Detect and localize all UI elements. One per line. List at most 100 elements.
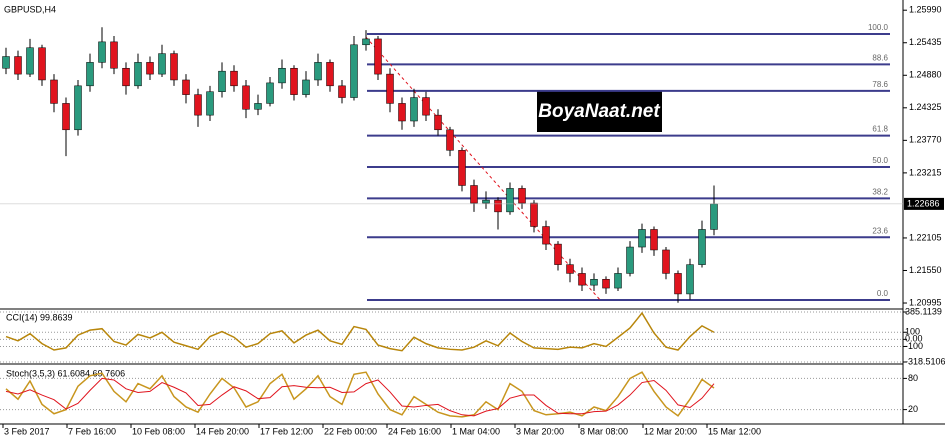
x-tick-label: 22 Feb 00:00 <box>324 426 377 436</box>
candle-body <box>518 188 526 204</box>
candle-body <box>242 85 250 110</box>
candle-body <box>350 44 358 98</box>
candle-body <box>674 273 682 295</box>
y-tick-label: 20 <box>908 404 918 414</box>
fib-label: 0.0 <box>877 289 889 298</box>
cci-title: CCI(14) 99.8639 <box>6 312 73 322</box>
chart-title: GBPUSD,H4 <box>4 4 56 14</box>
candle-body <box>590 279 598 286</box>
y-tick-label: 0.00 <box>905 334 923 344</box>
fib-label: 23.6 <box>872 226 888 235</box>
y-tick-label: 385.1139 <box>905 306 942 316</box>
candle-body <box>278 67 286 84</box>
candle-body <box>482 199 490 204</box>
candle-body <box>686 264 694 295</box>
cci-line <box>5 311 715 352</box>
candle-body <box>434 114 442 131</box>
fib-label: 78.6 <box>872 80 888 89</box>
fib-label: 38.2 <box>872 187 888 196</box>
candle-body <box>530 202 538 227</box>
x-tick-label: 24 Feb 16:00 <box>388 426 441 436</box>
trendline <box>365 36 601 301</box>
fib-label: 100.0 <box>868 23 889 32</box>
y-tick-label: 1.24880 <box>909 70 942 80</box>
candle-body <box>710 203 718 230</box>
candle-body <box>650 229 658 251</box>
candle-body <box>158 53 166 75</box>
x-tick-label: 3 Mar 20:00 <box>516 426 564 436</box>
candle-body <box>266 82 274 104</box>
y-tick-label: 1.20995 <box>909 297 942 307</box>
candle-body <box>182 79 190 95</box>
stoch-line <box>5 377 715 417</box>
x-tick-label: 1 Mar 04:00 <box>452 426 500 436</box>
y-tick-label: 1.23215 <box>909 167 942 177</box>
candle-body <box>698 229 706 265</box>
candle-body <box>470 185 478 204</box>
stoch-title: Stoch(3,5,3) 61.6084 69.7606 <box>6 368 125 378</box>
candle-body <box>146 62 154 75</box>
candle-body <box>614 273 622 289</box>
watermark-box <box>537 90 662 132</box>
candle-body <box>398 103 406 122</box>
x-tick-label: 15 Mar 12:00 <box>708 426 761 436</box>
candle-body <box>338 85 346 98</box>
candle-body <box>62 103 70 131</box>
candle-body <box>638 229 646 248</box>
y-tick-label: 1.22105 <box>909 232 942 242</box>
y-tick-label: 1.24325 <box>909 102 942 112</box>
candle-body <box>410 97 418 122</box>
y-tick-label: 1.21550 <box>909 265 942 275</box>
y-tick-label: 80 <box>908 373 918 383</box>
candle-body <box>458 150 466 186</box>
candle-body <box>254 103 262 110</box>
current-price-box <box>904 197 944 210</box>
candle-body <box>386 73 394 104</box>
candle-body <box>86 62 94 87</box>
candle-body <box>326 62 334 87</box>
watermark: BoyaNaat.net <box>538 101 660 122</box>
y-tick-label: 1.23770 <box>909 135 942 145</box>
y-tick-label: 100 <box>905 327 920 337</box>
candle-body <box>98 41 106 63</box>
candle-body <box>290 67 298 95</box>
x-tick-label: 14 Feb 20:00 <box>196 426 249 436</box>
candle-body <box>14 56 22 75</box>
x-tick-label: 17 Feb 12:00 <box>260 426 313 436</box>
candle-body <box>110 41 118 69</box>
candle-body <box>566 264 574 274</box>
x-tick-label: 12 Mar 20:00 <box>644 426 697 436</box>
y-tick-label: -318.5106 <box>905 356 945 366</box>
candle-body <box>194 94 202 116</box>
candle-body <box>602 279 610 289</box>
fib-label: 88.6 <box>872 53 888 62</box>
current-price-label: 1.22686 <box>907 198 940 208</box>
candle-body <box>302 79 310 95</box>
candle-body <box>494 199 502 213</box>
candle-body <box>626 246 634 274</box>
candle-body <box>2 56 10 69</box>
candle-body <box>374 38 382 75</box>
candle-body <box>38 47 46 81</box>
candle-body <box>506 188 514 213</box>
x-tick-label: 7 Feb 16:00 <box>68 426 116 436</box>
candle-body <box>170 53 178 81</box>
candle-body <box>134 62 142 87</box>
y-tick-label: 1.25990 <box>909 5 942 15</box>
candle-body <box>218 70 226 92</box>
candle-body <box>446 129 454 151</box>
candle-body <box>26 47 34 75</box>
candle-body <box>542 226 550 245</box>
candle-body <box>230 70 238 87</box>
candle-body <box>578 273 586 286</box>
candle-body <box>362 38 370 46</box>
candle-body <box>314 62 322 81</box>
fib-label: 50.0 <box>872 156 888 165</box>
candle-body <box>554 243 562 265</box>
y-tick-label: -100 <box>905 341 923 351</box>
fib-label: 61.8 <box>872 125 888 134</box>
x-tick-label: 3 Feb 2017 <box>4 426 50 436</box>
x-tick-label: 10 Feb 08:00 <box>132 426 185 436</box>
